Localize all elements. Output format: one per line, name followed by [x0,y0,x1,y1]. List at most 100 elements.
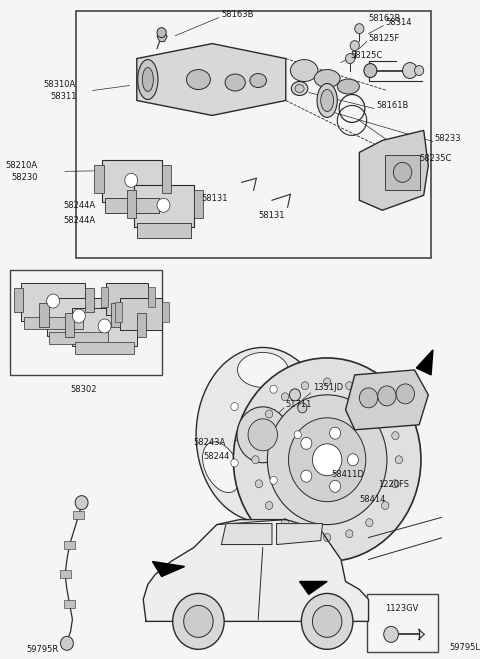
Text: 58311: 58311 [50,92,77,101]
Circle shape [298,403,307,413]
Text: 58314: 58314 [385,18,411,27]
Bar [49,332,108,344]
Text: 58310A: 58310A [43,80,75,89]
Bar [65,313,74,337]
Polygon shape [107,283,148,315]
Circle shape [265,410,273,418]
Text: 58233: 58233 [435,134,461,143]
Text: 58302: 58302 [70,386,96,394]
Bar [137,223,191,238]
Ellipse shape [203,442,240,492]
Text: 58244A: 58244A [63,215,96,225]
Bar [10,270,162,375]
Polygon shape [153,561,185,577]
Circle shape [324,534,331,542]
Circle shape [173,594,224,649]
Circle shape [60,637,73,650]
Bar [471,604,480,612]
Text: 58125F: 58125F [369,34,400,43]
Ellipse shape [321,90,334,111]
Polygon shape [276,524,323,544]
Circle shape [267,395,387,525]
Text: 58414: 58414 [360,495,386,504]
Bar [76,11,431,258]
Circle shape [252,456,259,464]
Circle shape [350,41,360,51]
Polygon shape [137,43,286,115]
Ellipse shape [142,68,153,92]
Polygon shape [47,298,111,336]
Text: 1220FS: 1220FS [378,480,409,489]
Circle shape [392,432,399,440]
Circle shape [288,418,366,501]
Text: 58411D: 58411D [332,470,365,479]
Circle shape [348,454,359,466]
Ellipse shape [196,347,329,522]
Polygon shape [143,519,369,621]
Circle shape [384,626,398,643]
Circle shape [265,501,273,509]
Text: 58230: 58230 [12,173,38,182]
Bar [13,288,23,312]
Text: 58131: 58131 [258,211,285,219]
Bar [385,156,420,190]
Text: 58131: 58131 [201,194,228,203]
Bar [194,190,203,218]
Circle shape [366,519,373,527]
Circle shape [281,519,288,527]
Circle shape [382,410,389,418]
Circle shape [301,594,353,649]
Bar [127,190,136,218]
Bar [148,287,155,307]
Ellipse shape [314,70,340,88]
Circle shape [157,198,170,212]
Circle shape [364,63,377,78]
Text: 58210A: 58210A [5,161,37,170]
Bar [64,540,75,548]
Circle shape [415,65,424,76]
Circle shape [355,24,364,34]
Circle shape [360,388,378,408]
Polygon shape [416,350,433,375]
Text: 58235C: 58235C [419,154,452,163]
Bar [473,544,480,552]
Circle shape [98,319,111,333]
Bar [478,573,480,581]
Polygon shape [134,185,194,227]
Text: 59795R: 59795R [26,645,59,654]
Bar [137,313,146,337]
Circle shape [233,358,421,561]
Text: 58243A: 58243A [194,438,226,447]
Circle shape [301,530,309,538]
Bar [367,594,437,652]
Circle shape [289,389,300,401]
Text: 59795L: 59795L [449,643,480,652]
Bar [115,302,122,322]
Polygon shape [120,298,162,330]
Bar [39,303,48,327]
Circle shape [346,382,353,389]
Circle shape [294,431,301,439]
Circle shape [255,432,263,440]
Circle shape [312,606,342,637]
Ellipse shape [290,59,318,82]
Ellipse shape [295,84,304,92]
Bar [466,513,477,521]
Circle shape [312,444,342,476]
Text: 58162B: 58162B [369,14,401,23]
Circle shape [330,427,341,439]
Polygon shape [72,308,137,346]
Circle shape [378,386,396,406]
Bar [24,317,83,329]
Polygon shape [221,524,272,544]
Polygon shape [21,283,85,321]
Text: 1351JD: 1351JD [313,384,344,392]
Circle shape [346,530,353,538]
Circle shape [403,63,417,78]
Circle shape [463,496,476,509]
Bar [162,302,169,322]
Circle shape [184,606,213,637]
Ellipse shape [225,74,245,91]
Circle shape [231,459,238,467]
Circle shape [324,378,331,386]
